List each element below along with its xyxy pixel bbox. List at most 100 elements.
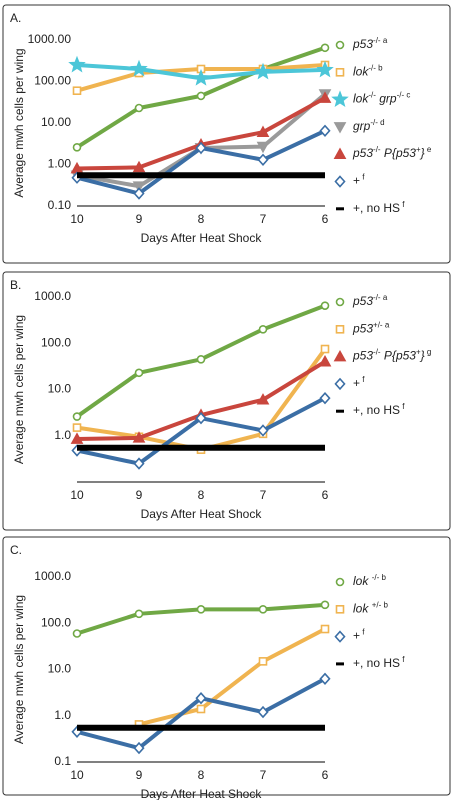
x-tick-label: 6 [322,768,329,782]
legend-text: +/- [373,320,383,329]
marker [132,181,146,193]
legend-text: + [416,347,421,356]
legend-entry: +, no HS f [353,199,405,215]
legend-entry: +, no HS f [353,655,405,671]
legend-text: -/- [372,573,380,582]
marker [192,68,210,86]
legend-text: g [425,347,432,356]
marker [72,423,82,432]
x-tick-label: 9 [136,488,143,502]
y-tick-label: 1.00 [48,157,72,171]
marker [134,368,144,378]
marker [335,604,345,614]
legend-text: e [425,145,432,154]
legend-text: p53 [352,294,373,308]
x-tick-label: 6 [322,212,329,226]
legend-text: grp [376,92,397,106]
legend-text: f [400,402,405,411]
series-line [76,96,326,171]
marker [195,411,207,425]
x-tick-label: 9 [136,768,143,782]
marker [132,160,146,173]
marker [196,704,206,714]
legend-text: lok [353,601,372,615]
marker [72,86,82,96]
x-tick-label: 8 [198,212,205,226]
legend-entry: + f [353,172,365,188]
x-tick-label: 8 [198,488,205,502]
legend-text: -/- [373,347,381,356]
x-tick-label: 8 [198,768,205,782]
legend-text: d [378,118,385,127]
y-tick-label: 10.00 [41,115,71,129]
marker [318,355,332,367]
legend-text: } [420,349,425,363]
legend-text: -/- [397,90,405,99]
legend-text: + [353,376,360,390]
legend-entry: grp-/- d [353,118,385,134]
marker [334,175,346,188]
marker [195,141,207,155]
marker [320,301,330,310]
marker [68,55,86,73]
y-tick-label: 0.10 [48,198,72,212]
marker [335,324,345,334]
legend-text: p53 [352,349,373,363]
legend-entry: lok-/- grp-/- c [353,90,410,106]
series-line [76,347,327,452]
marker [320,624,330,634]
y-tick-label: 100.0 [41,615,71,629]
y-tick-label: 100.0 [41,335,71,349]
marker [333,147,347,159]
marker [134,103,144,113]
legend-text: b [379,573,386,582]
y-tick-label: 0.1 [54,754,71,768]
legend-text: + [353,174,360,188]
x-tick-label: 10 [70,488,84,502]
marker [319,672,331,685]
panel-border [2,271,451,531]
marker [319,391,331,405]
legend-text: lok [353,574,372,588]
marker [335,577,345,587]
legend-text: -/- [373,36,381,45]
marker [316,60,334,78]
marker [257,153,269,166]
legend-text: -/- [368,90,376,99]
legend-text: +, no HS [353,656,400,670]
legend-text: a [381,293,388,302]
marker [319,124,331,137]
marker [133,187,145,200]
legend-text: f [400,199,405,208]
marker [335,40,345,50]
marker [334,630,346,643]
x-tick-label: 7 [260,768,267,782]
marker [133,741,145,755]
marker [257,424,269,437]
y-tick-label: 1.0 [54,428,71,442]
marker [72,412,82,421]
legend-text: lok [353,64,369,78]
y-tick-label: 1000.00 [28,32,72,46]
legend-text: } [420,146,425,160]
legend-entry: p53-/- P{p53+} g [352,347,431,363]
x-axis-title: Days After Heat Shock [141,507,263,521]
marker [258,325,268,334]
marker [320,600,330,610]
legend-entry: p53-/- a [352,293,388,309]
marker [130,59,148,77]
legend-text: -/- [373,145,381,154]
y-tick-label: 1.0 [54,708,71,722]
marker [256,393,270,405]
x-axis-title: Days After Heat Shock [141,231,263,245]
marker [134,609,144,619]
marker [256,125,270,138]
legend-text: f [360,627,365,636]
x-tick-label: 9 [136,212,143,226]
legend-text: +/- [372,600,382,609]
x-tick-label: 10 [70,768,84,782]
legend-text: a [381,36,388,45]
y-tick-label: 1000.0 [34,569,71,583]
marker [257,705,269,719]
